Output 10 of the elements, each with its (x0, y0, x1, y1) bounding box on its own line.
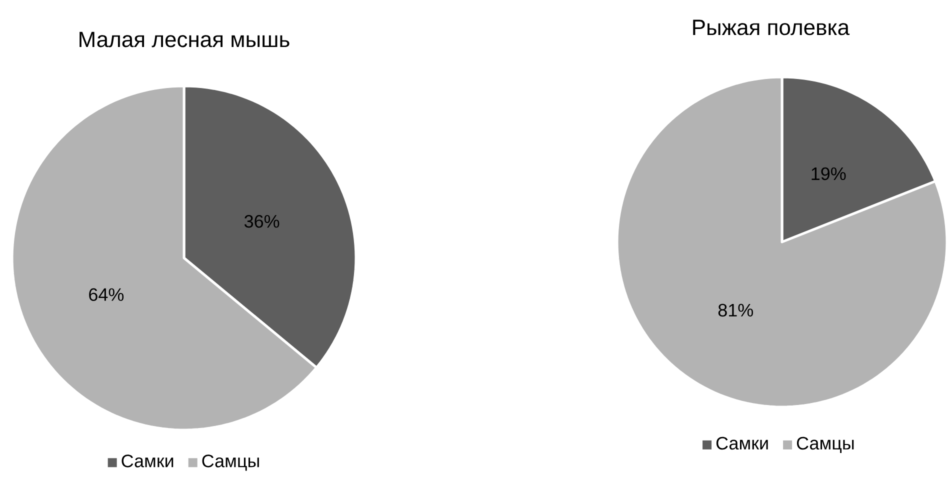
legend-label: Самцы (202, 454, 259, 471)
legend-label: Самки (716, 436, 768, 450)
data-label: 64% (89, 288, 124, 301)
legend-label: Самцы (796, 436, 854, 454)
data-label: 81% (718, 304, 753, 317)
data-label: 19% (812, 167, 846, 180)
legend-label: Самки (122, 454, 174, 468)
data-label: 36% (244, 215, 280, 228)
chart-title: Малая лесная мышь (80, 32, 290, 48)
chart-title: Рыжая полевка (693, 20, 850, 36)
